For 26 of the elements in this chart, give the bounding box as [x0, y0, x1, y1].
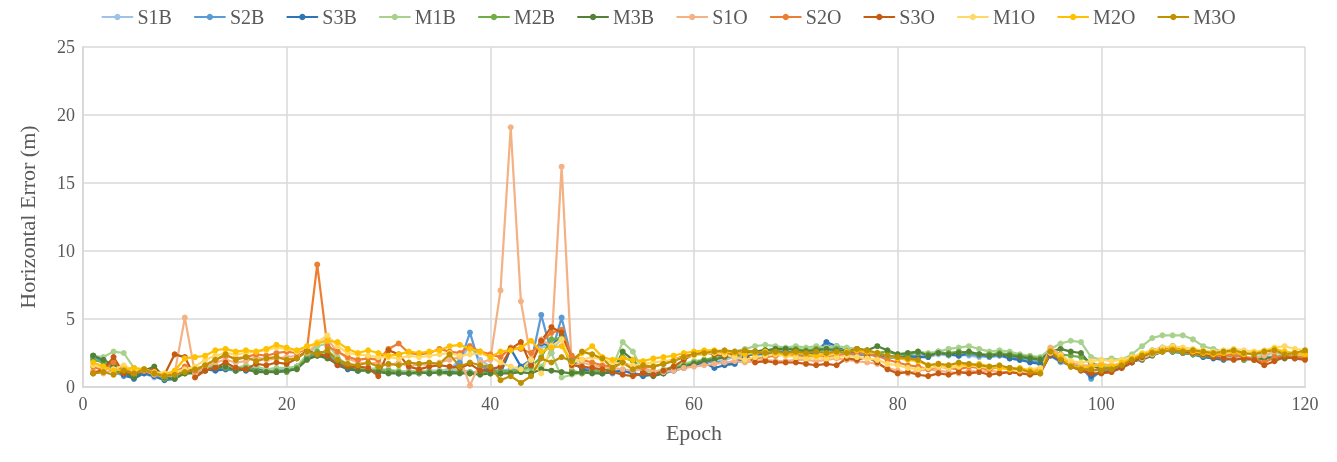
legend-label: M3O	[1193, 6, 1236, 28]
legend-label: M3B	[613, 6, 655, 28]
x-axis-title: Epoch	[665, 419, 723, 445]
legend-label: M2O	[1093, 6, 1136, 28]
x-tick-label: 120	[1291, 394, 1319, 414]
legend-label: S2O	[805, 6, 842, 28]
y-tick-label: 5	[66, 309, 75, 329]
legend-label: M1B	[414, 6, 456, 28]
legend-label: S3O	[899, 6, 935, 28]
y-tick-label: 15	[57, 173, 75, 193]
legend-label: M1O	[992, 6, 1036, 28]
y-axis-title: Horizontal Error (m)	[14, 125, 40, 309]
y-tick-label: 10	[57, 241, 75, 261]
y-tick-label: 25	[57, 37, 75, 57]
legend-label: S2B	[229, 6, 265, 28]
y-tick-label: 20	[57, 105, 75, 125]
x-tick-label: 20	[277, 394, 296, 414]
legend-label: S1B	[137, 6, 172, 28]
y-tick-label: 0	[66, 377, 75, 397]
legend-label: S1O	[712, 6, 748, 28]
x-tick-label: 40	[481, 394, 500, 414]
legend-label: S3B	[322, 6, 357, 28]
x-tick-label: 100	[1087, 394, 1115, 414]
x-tick-label: 60	[685, 394, 703, 414]
x-tick-label: 80	[888, 394, 907, 414]
legend-label: M2B	[513, 6, 556, 28]
